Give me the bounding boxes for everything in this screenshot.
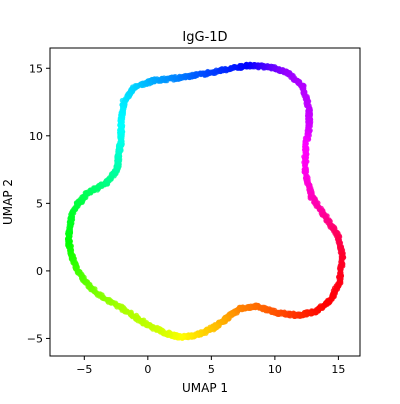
plot-area	[50, 48, 360, 356]
x-tick-label: −5	[76, 363, 92, 376]
y-tick-label: 15	[29, 62, 43, 75]
y-tick-label: 10	[29, 130, 43, 143]
x-tick-label: 5	[208, 363, 215, 376]
x-axis-label: UMAP 1	[182, 381, 228, 395]
data-point	[243, 63, 248, 68]
y-tick-label: 0	[36, 265, 43, 278]
x-tick-label: 10	[268, 363, 282, 376]
x-axis-ticks: −5 0 5 10 15	[76, 356, 345, 376]
x-tick-label: 15	[331, 363, 345, 376]
y-axis-ticks: −5 0 5 10 15	[27, 62, 50, 345]
y-axis-label: UMAP 2	[1, 179, 15, 225]
chart-title: IgG-1D	[182, 30, 227, 45]
y-tick-label: −5	[27, 332, 43, 345]
x-tick-label: 0	[144, 363, 151, 376]
y-tick-label: 5	[36, 197, 43, 210]
